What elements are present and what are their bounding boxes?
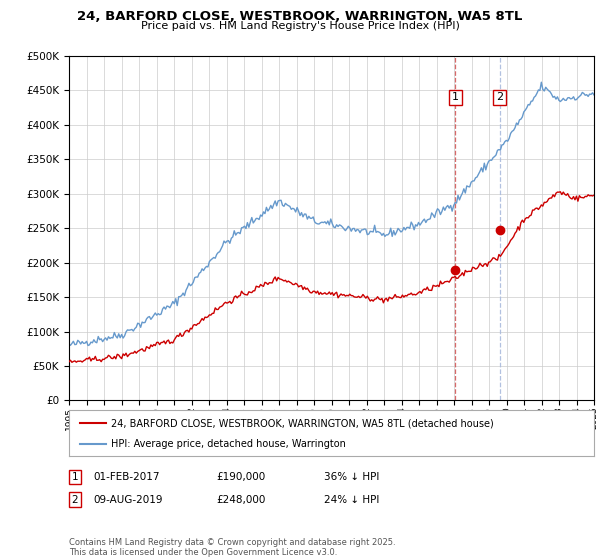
Text: HPI: Average price, detached house, Warrington: HPI: Average price, detached house, Warr… [111, 438, 346, 449]
Text: £190,000: £190,000 [216, 472, 265, 482]
Text: 24, BARFORD CLOSE, WESTBROOK, WARRINGTON, WA5 8TL: 24, BARFORD CLOSE, WESTBROOK, WARRINGTON… [77, 10, 523, 22]
Text: 36% ↓ HPI: 36% ↓ HPI [324, 472, 379, 482]
Text: 09-AUG-2019: 09-AUG-2019 [93, 494, 163, 505]
Text: 1: 1 [452, 92, 459, 102]
Text: 24% ↓ HPI: 24% ↓ HPI [324, 494, 379, 505]
Text: 2: 2 [71, 494, 79, 505]
Text: 01-FEB-2017: 01-FEB-2017 [93, 472, 160, 482]
Text: Contains HM Land Registry data © Crown copyright and database right 2025.
This d: Contains HM Land Registry data © Crown c… [69, 538, 395, 557]
Text: 1: 1 [71, 472, 79, 482]
Text: £248,000: £248,000 [216, 494, 265, 505]
Text: 24, BARFORD CLOSE, WESTBROOK, WARRINGTON, WA5 8TL (detached house): 24, BARFORD CLOSE, WESTBROOK, WARRINGTON… [111, 418, 494, 428]
Text: Price paid vs. HM Land Registry's House Price Index (HPI): Price paid vs. HM Land Registry's House … [140, 21, 460, 31]
Text: 2: 2 [496, 92, 503, 102]
